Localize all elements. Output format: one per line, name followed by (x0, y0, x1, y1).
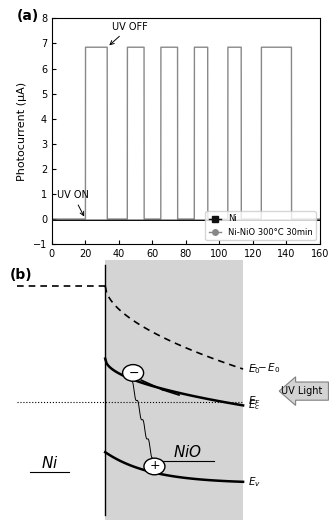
Text: $-$: $-$ (128, 365, 139, 379)
Text: (b): (b) (10, 268, 32, 282)
Text: $+$: $+$ (149, 459, 160, 472)
FancyArrow shape (279, 377, 328, 405)
Text: $E_F$: $E_F$ (248, 395, 261, 408)
Text: (a): (a) (17, 9, 39, 23)
Legend: Ni, Ni-NiO 300°C 30min: Ni, Ni-NiO 300°C 30min (205, 211, 316, 240)
Text: $E_0$: $E_0$ (248, 362, 261, 376)
Text: $\mathbf{\mathit{NiO}}$: $\mathbf{\mathit{NiO}}$ (173, 444, 202, 460)
Text: $-\!-E_0$: $-\!-E_0$ (248, 361, 280, 375)
Bar (105, 260, 243, 520)
Text: UV OFF: UV OFF (110, 22, 148, 45)
Y-axis label: Photocurrent (μA): Photocurrent (μA) (17, 82, 27, 181)
Circle shape (123, 364, 144, 381)
Text: $\mathbf{\mathit{Ni}}$: $\mathbf{\mathit{Ni}}$ (41, 455, 58, 470)
Text: $E_v$: $E_v$ (248, 475, 261, 489)
Circle shape (144, 458, 165, 475)
X-axis label: Time (sec): Time (sec) (149, 265, 223, 278)
Text: UV ON: UV ON (57, 190, 89, 216)
Text: UV Light: UV Light (281, 386, 323, 396)
Text: $E_c$: $E_c$ (248, 398, 260, 412)
